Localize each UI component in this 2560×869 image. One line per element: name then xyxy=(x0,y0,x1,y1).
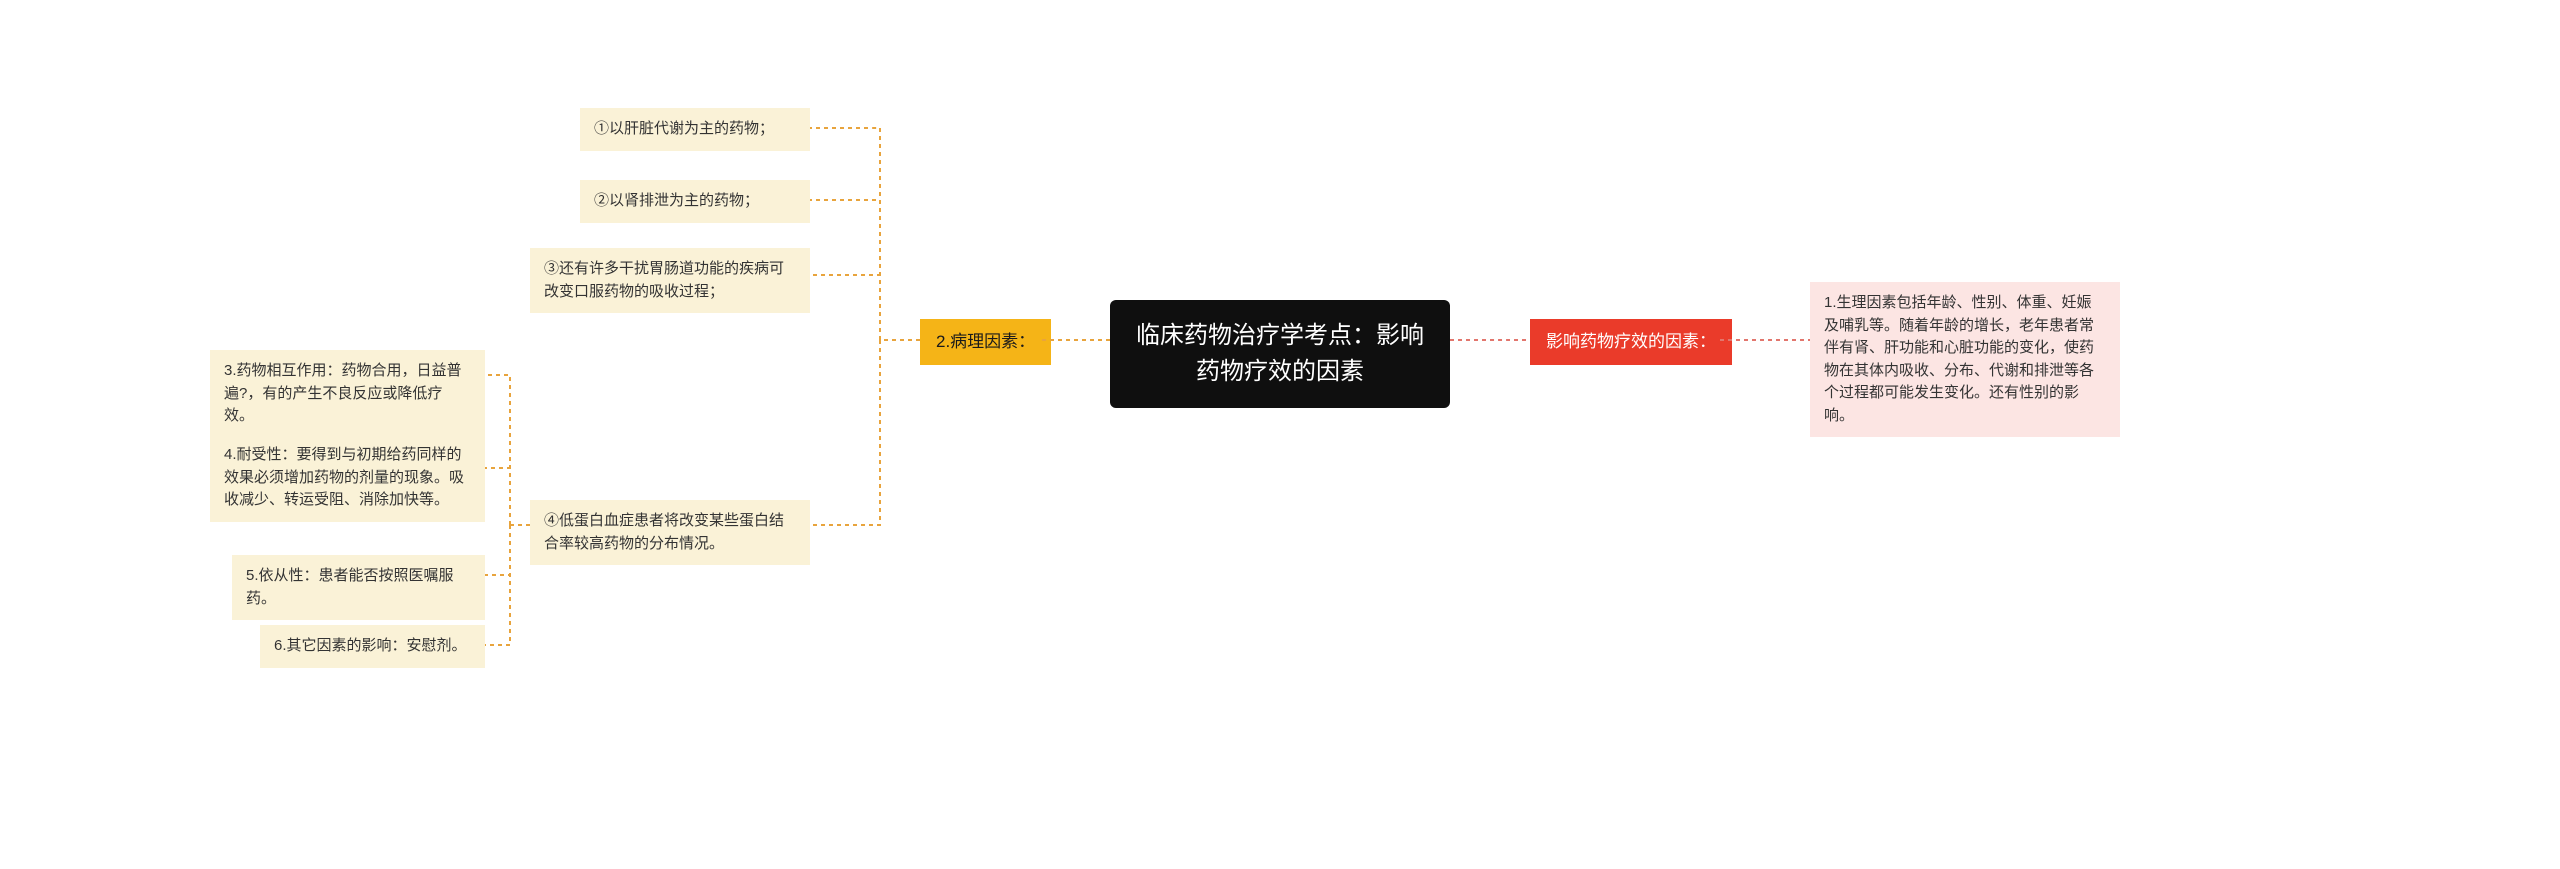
right-leaf-1[interactable]: 1.生理因素包括年龄、性别、体重、妊娠及哺乳等。随着年龄的增长，老年患者常伴有肾… xyxy=(1810,282,2120,437)
left-p2[interactable]: ②以肾排泄为主的药物； xyxy=(580,180,810,223)
left-p3[interactable]: ③还有许多干扰胃肠道功能的疾病可改变口服药物的吸收过程； xyxy=(530,248,810,313)
right-l1-node[interactable]: 影响药物疗效的因素： xyxy=(1530,319,1732,365)
left-s4[interactable]: 4.耐受性：要得到与初期给药同样的效果必须增加药物的剂量的现象。吸收减少、转运受… xyxy=(210,434,485,522)
left-p1[interactable]: ①以肝脏代谢为主的药物； xyxy=(580,108,810,151)
left-s6[interactable]: 6.其它因素的影响：安慰剂。 xyxy=(260,625,485,668)
left-l1-node[interactable]: 2.病理因素： xyxy=(920,319,1051,365)
root-node[interactable]: 临床药物治疗学考点：影响药物疗效的因素 xyxy=(1110,300,1450,408)
left-p4[interactable]: ④低蛋白血症患者将改变某些蛋白结合率较高药物的分布情况。 xyxy=(530,500,810,565)
left-s3[interactable]: 3.药物相互作用：药物合用，日益普遍?，有的产生不良反应或降低疗效。 xyxy=(210,350,485,438)
left-s5[interactable]: 5.依从性：患者能否按照医嘱服药。 xyxy=(232,555,485,620)
